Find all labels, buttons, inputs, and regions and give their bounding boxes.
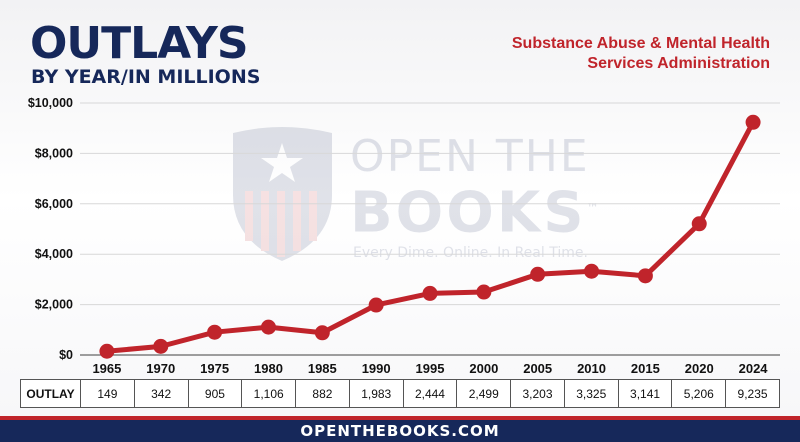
x-tick-label: 2015: [631, 361, 660, 376]
gridlines: [80, 102, 780, 356]
outlay-table-cell: 342: [135, 380, 189, 407]
outlay-table-cell: 2,444: [404, 380, 458, 407]
footer-bar: OPENTHEBOOKS.COM: [0, 416, 800, 442]
outlay-table-cell: 1,983: [350, 380, 404, 407]
x-tick-label: 1965: [92, 361, 121, 376]
outlay-table-cell: 1,106: [242, 380, 297, 407]
data-point: [476, 284, 492, 300]
y-tick-label: $2,000: [35, 298, 73, 312]
outlay-table-cell: 905: [189, 380, 243, 407]
outlay-table: OUTLAY 149 342 905 1,106 882 1,983 2,444 2,499 3…: [20, 379, 780, 408]
outlay-table-cell: 3,203: [511, 380, 565, 407]
y-axis-tick-labels: $0 $2,000 $4,000 $6,000 $8,000 $10,000: [28, 96, 73, 362]
outlay-table-cell: 2,499: [457, 380, 512, 407]
series-line: [104, 119, 756, 354]
agency-name-line2: Services Administration: [587, 55, 770, 72]
outlay-table-cell: 3,141: [619, 380, 673, 407]
data-point: [99, 343, 115, 359]
outlay-table-cell: 9,235: [737, 386, 768, 401]
data-point: [207, 324, 223, 340]
y-tick-label: $6,000: [35, 197, 73, 211]
x-tick-label: 1975: [200, 361, 229, 376]
data-point: [314, 325, 330, 341]
data-point: [745, 114, 761, 130]
data-point: [637, 268, 653, 284]
x-axis-tick-labels: 1965 1970 1975 1980 1985 1990 1995 2000 2005 2010…: [92, 361, 768, 376]
outlay-table-cell: 882: [296, 380, 350, 407]
x-tick-label: 2005: [523, 361, 552, 376]
x-tick-label: 1970: [146, 361, 175, 376]
y-tick-label: $0: [59, 348, 73, 362]
x-tick-label: 2010: [577, 361, 606, 376]
data-point: [530, 266, 546, 282]
y-tick-label: $4,000: [35, 247, 73, 261]
footer-link[interactable]: OPENTHEBOOKS.COM: [300, 422, 500, 440]
data-point: [153, 338, 169, 354]
chart-subtitle: BY YEAR/IN MILLIONS: [31, 66, 261, 88]
outlay-table-cell: 3,325: [565, 380, 619, 407]
outlay-table-cell: 149: [81, 380, 135, 407]
outlay-table-cell: 5,206: [672, 380, 727, 407]
agency-name: Substance Abuse & Mental Health Services…: [450, 34, 770, 74]
series-points: [99, 114, 761, 359]
x-tick-label: 1980: [254, 361, 283, 376]
chart-title: OUTLAYS: [30, 18, 249, 69]
data-point: [368, 297, 384, 313]
agency-name-line1: Substance Abuse & Mental Health: [511, 35, 770, 52]
x-tick-label: 1990: [362, 361, 391, 376]
x-tick-label: 2000: [469, 361, 498, 376]
x-tick-label: 1995: [416, 361, 445, 376]
data-point: [691, 216, 707, 232]
outlay-table-header: OUTLAY: [21, 380, 81, 407]
outlay-table-cells: 149 342 905 1,106 882 1,983 2,444 2,499 3,203 3,3…: [81, 380, 779, 407]
x-tick-label: 1985: [308, 361, 337, 376]
y-tick-label: $10,000: [28, 96, 73, 110]
outlay-line: [104, 119, 756, 354]
data-point: [422, 285, 438, 301]
x-tick-label: 2024: [739, 361, 769, 376]
data-point: [584, 263, 600, 279]
data-point: [260, 319, 276, 335]
y-tick-label: $8,000: [35, 146, 73, 160]
x-tick-label: 2020: [685, 361, 714, 376]
